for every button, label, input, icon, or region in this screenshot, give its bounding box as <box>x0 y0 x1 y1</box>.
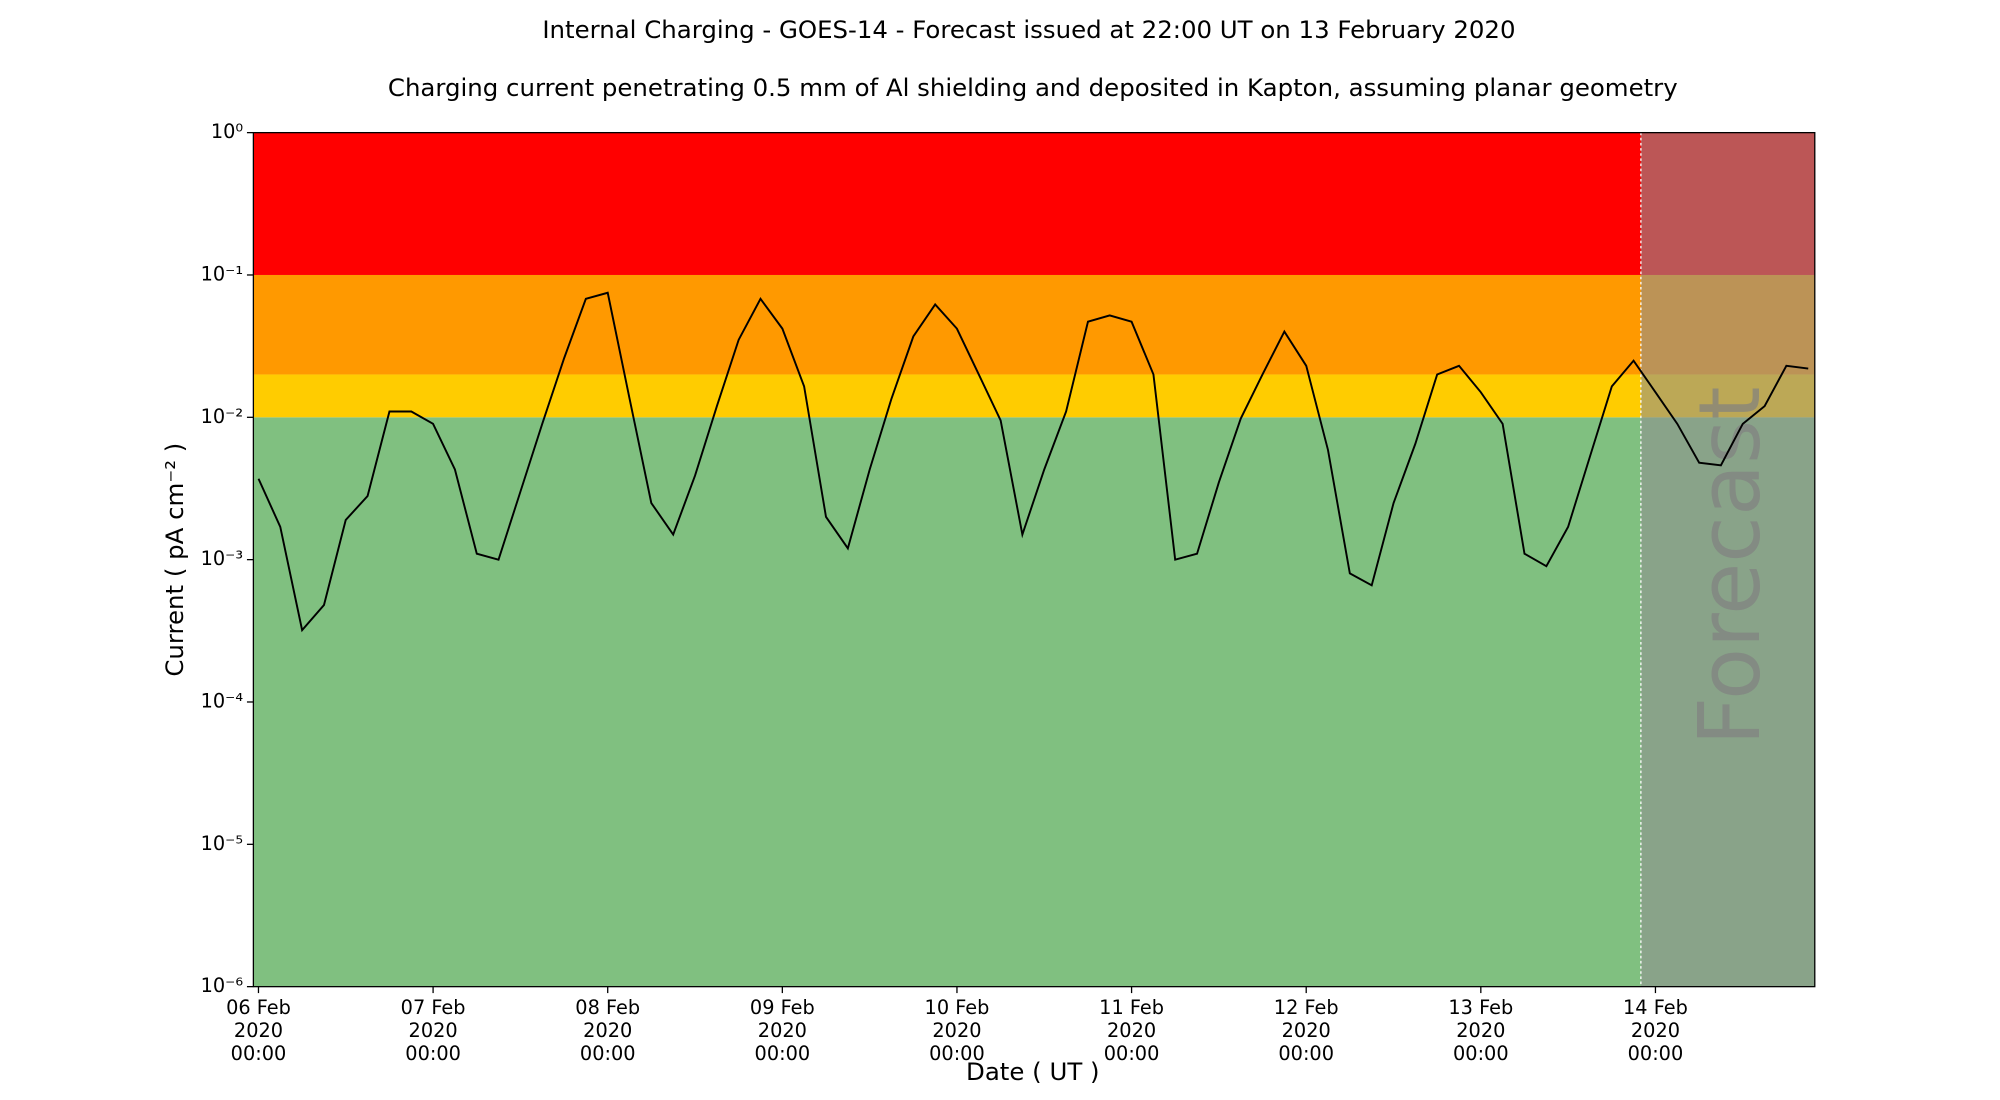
x-tick-label: 2020 <box>1282 1019 1331 1042</box>
x-tick-label: 2020 <box>1456 1019 1505 1042</box>
x-tick-label: 10 Feb <box>925 996 990 1019</box>
y-tick-label: 10⁰ <box>211 120 244 143</box>
x-tick-label: 09 Feb <box>750 996 815 1019</box>
risk-band <box>253 132 1815 275</box>
x-tick-label: 06 Feb <box>226 996 291 1019</box>
x-tick-label: 14 Feb <box>1623 996 1688 1019</box>
y-tick-label: 10⁻⁴ <box>201 689 244 712</box>
x-tick-label: 2020 <box>932 1019 981 1042</box>
x-tick-label: 2020 <box>583 1019 632 1042</box>
x-tick-label: 00:00 <box>1453 1042 1509 1065</box>
x-tick-label: 2020 <box>758 1019 807 1042</box>
x-tick-label: 13 Feb <box>1448 996 1513 1019</box>
y-axis-label: Current ( pA cm⁻² ) <box>160 443 189 677</box>
x-tick-label: 08 Feb <box>575 996 640 1019</box>
x-tick-label: 2020 <box>409 1019 458 1042</box>
x-tick-label: 00:00 <box>1628 1042 1684 1065</box>
y-tick-label: 10⁻⁶ <box>201 974 244 997</box>
forecast-label: Forecast <box>1681 386 1780 745</box>
x-tick-label: 12 Feb <box>1274 996 1339 1019</box>
x-tick-label: 2020 <box>1107 1019 1156 1042</box>
y-tick-label: 10⁻⁵ <box>201 832 243 855</box>
x-tick-label: 00:00 <box>231 1042 287 1065</box>
y-tick-label: 10⁻³ <box>201 547 243 570</box>
x-tick-label: 00:00 <box>405 1042 461 1065</box>
x-axis-label: Date ( UT ) <box>966 1057 1100 1086</box>
x-tick-label: 2020 <box>234 1019 283 1042</box>
chart-subtitle: Charging current penetrating 0.5 mm of A… <box>388 73 1678 102</box>
chart-title: Internal Charging - GOES-14 - Forecast i… <box>542 15 1515 44</box>
x-tick-label: 00:00 <box>1278 1042 1334 1065</box>
risk-band <box>253 374 1815 418</box>
y-tick-label: 10⁻² <box>201 405 243 428</box>
y-tick-label: 10⁻¹ <box>201 262 243 285</box>
x-tick-label: 07 Feb <box>401 996 466 1019</box>
data-line <box>257 291 1809 633</box>
forecast-shade <box>1640 132 1815 987</box>
x-tick-label: 00:00 <box>580 1042 636 1065</box>
risk-band <box>253 274 1815 375</box>
x-tick-label: 00:00 <box>755 1042 811 1065</box>
x-tick-label: 00:00 <box>929 1042 985 1065</box>
x-tick-label: 00:00 <box>1104 1042 1160 1065</box>
x-tick-label: 2020 <box>1631 1019 1680 1042</box>
x-tick-label: 11 Feb <box>1099 996 1164 1019</box>
